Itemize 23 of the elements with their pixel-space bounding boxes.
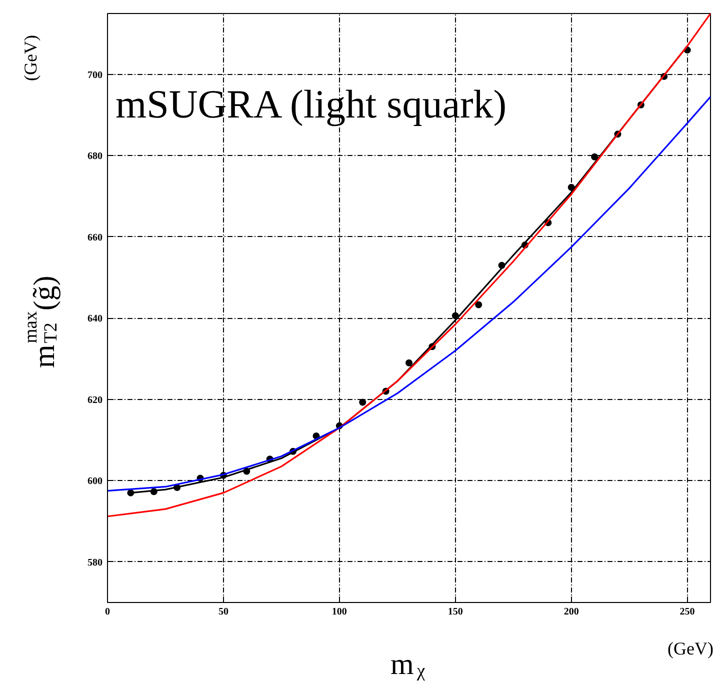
y-axis-title: mT2max(g̃) [20,276,62,368]
point [359,398,366,406]
text: mSUGRA (light squark) [116,82,507,126]
y-tick-label: 680 [88,151,102,162]
point [591,153,598,160]
y-tick-label: 600 [88,476,102,488]
x-tick-label: 0 [105,606,110,618]
text: (GeV) [20,35,40,82]
y-tick-label: 640 [88,314,102,325]
y-tick-label: 580 [88,557,102,568]
y-tick-label: 700 [88,70,102,81]
line-series [108,14,710,518]
x-tick-label: 250 [680,606,695,618]
x-tick-label: 100 [332,606,347,618]
y-tick-label: 660 [88,232,102,244]
point [406,359,412,366]
x-tick-label: 200 [564,606,579,618]
x-tick-label: 50 [218,606,228,618]
y-tick-label: 620 [88,394,102,406]
x-axis-title: mχ [390,648,426,682]
point [475,301,482,308]
text: (GeV) [668,638,714,658]
x-tick-label: 150 [448,606,463,618]
